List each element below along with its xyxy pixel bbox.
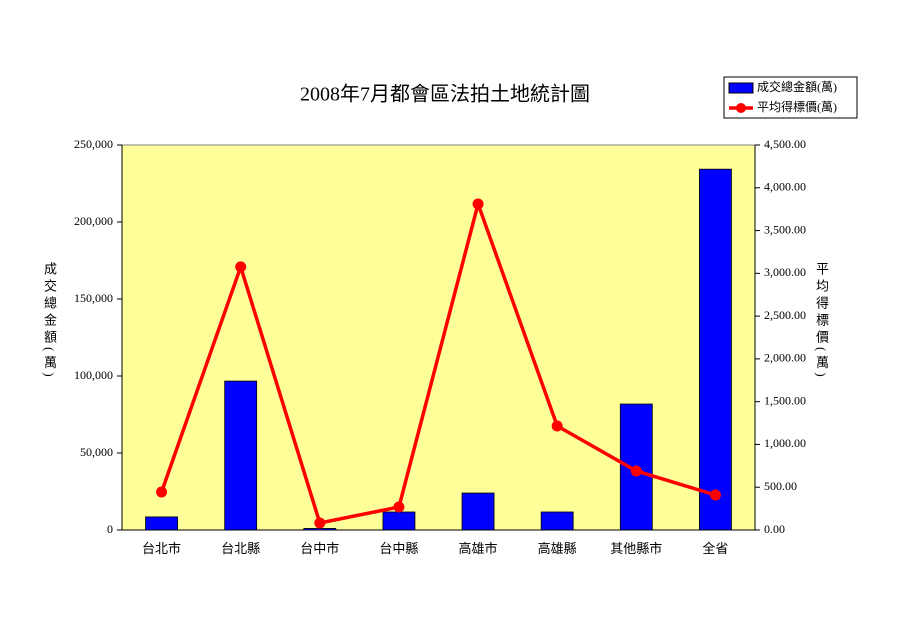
y2-tick-label: 500.00 (764, 479, 797, 493)
y2-tick-label: 0.00 (764, 522, 785, 536)
x-tick-label: 台北市 (142, 541, 181, 556)
y-tick-label: 250,000 (74, 137, 113, 151)
y2-tick-label: 1,000.00 (764, 436, 806, 450)
bar (699, 168, 732, 531)
x-tick-label: 台中縣 (379, 541, 418, 556)
line-marker (472, 198, 484, 210)
line-marker (235, 261, 247, 273)
bar (461, 492, 495, 531)
line-marker (314, 517, 326, 529)
x-tick-label: 全省 (702, 541, 728, 556)
line-marker (393, 501, 405, 513)
x-tick-label: 高雄市 (459, 541, 498, 556)
line-marker (630, 465, 642, 477)
bar (224, 380, 258, 531)
y-tick-label: 200,000 (74, 214, 113, 228)
y2-tick-label: 1,500.00 (764, 393, 806, 407)
bar (382, 511, 416, 531)
bar (303, 528, 337, 531)
bar (145, 516, 178, 531)
x-tick-label: 其他縣市 (610, 541, 662, 556)
y-tick-label: 50,000 (80, 445, 113, 459)
y2-tick-label: 3,000.00 (764, 265, 806, 279)
legend-swatch (728, 82, 754, 94)
y-tick-label: 0 (107, 522, 113, 536)
bar (540, 511, 574, 531)
line-marker (156, 486, 168, 498)
x-tick-label: 台中市 (300, 541, 339, 556)
x-tick-label: 高雄縣 (538, 541, 577, 556)
y-tick-label: 150,000 (74, 291, 113, 305)
line-marker (709, 489, 721, 501)
y2-tick-label: 4,500.00 (764, 137, 806, 151)
y2-tick-label: 2,000.00 (764, 351, 806, 365)
line-marker (551, 420, 563, 432)
y-tick-label: 100,000 (74, 368, 113, 382)
y2-tick-label: 3,500.00 (764, 222, 806, 236)
legend-label: 平均得標價(萬) (757, 99, 837, 114)
y-axis-label: 成交總金額(萬) (42, 262, 57, 381)
chart-title: 2008年7月都會區法拍土地統計圖 (300, 83, 590, 106)
y2-axis-label: 平均得標價(萬) (814, 262, 829, 381)
line-series (159, 198, 716, 526)
legend-label: 成交總金額(萬) (757, 79, 837, 94)
x-tick-label: 台北縣 (221, 541, 260, 556)
legend-swatch-marker (736, 103, 746, 113)
y2-tick-label: 4,000.00 (764, 180, 806, 194)
y2-tick-label: 2,500.00 (764, 308, 806, 322)
